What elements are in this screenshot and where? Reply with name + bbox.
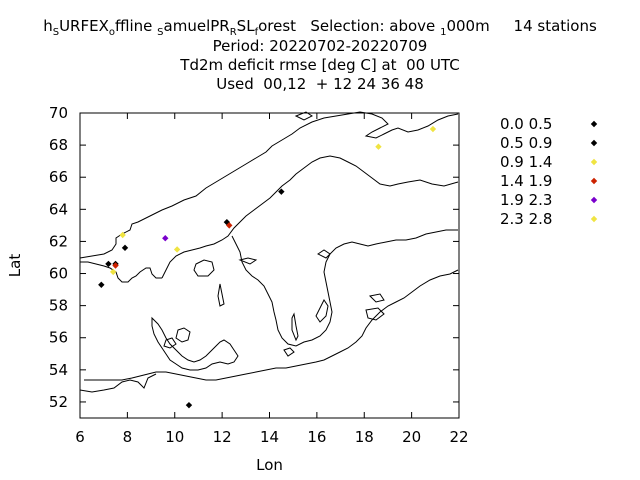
legend-marker <box>590 139 598 147</box>
legend-label: 1.9 2.3 <box>500 191 552 209</box>
legend-marker <box>590 196 598 204</box>
plot-frame <box>79 112 460 419</box>
legend-marker <box>590 120 598 128</box>
legend-label: 2.3 2.8 <box>500 210 552 228</box>
x-tick-label: 22 <box>449 428 468 446</box>
data-point <box>162 235 169 242</box>
legend-label: 0.5 0.9 <box>500 134 552 152</box>
data-point <box>119 231 126 239</box>
title-sub-4: R <box>229 27 237 38</box>
island-aland <box>317 249 331 259</box>
coastline-map <box>79 111 459 393</box>
x-tick-label: 20 <box>402 428 421 446</box>
title-sub-5: f <box>254 27 259 38</box>
coastline-baltic-east <box>84 269 459 381</box>
title-sub-1: S <box>52 27 60 38</box>
island-hiiumaa <box>368 293 385 303</box>
legend-marker <box>590 158 598 166</box>
y-tick-label: 58 <box>49 297 68 315</box>
y-tick-label: 54 <box>49 361 68 379</box>
title-part-b: URFEX <box>59 17 109 35</box>
data-point <box>105 260 112 268</box>
coastline-baltic-west <box>231 229 458 347</box>
y-axis-label: Lat <box>6 254 24 278</box>
island-funen <box>163 337 177 349</box>
island-saaremaa <box>365 307 385 321</box>
data-point <box>278 188 285 195</box>
data-point <box>185 401 193 409</box>
title-part-e: SL <box>236 17 255 35</box>
data-point <box>375 143 382 150</box>
legend-label: 1.4 1.9 <box>500 172 552 190</box>
data-point <box>109 268 117 276</box>
y-tick-label: 56 <box>49 329 68 347</box>
data-points <box>98 125 437 409</box>
coastline-germany <box>79 373 157 393</box>
x-axis-label: Lon <box>256 456 283 474</box>
island-zealand <box>175 327 191 343</box>
title-part-f: orest Selection: above <box>258 17 441 35</box>
data-point <box>121 244 129 252</box>
data-point <box>98 281 105 288</box>
island-lake-vattern <box>217 283 225 307</box>
x-tick-label: 8 <box>123 428 133 446</box>
title-line-3: Td2m deficit rmse [deg C] at 00 UTC <box>180 56 460 74</box>
axis-ticks <box>79 112 460 418</box>
data-point <box>112 262 119 269</box>
island-gotland <box>315 299 329 323</box>
x-tick-label: 14 <box>260 428 279 446</box>
y-tick-label: 62 <box>49 232 68 250</box>
coastline-scandinavia <box>79 111 459 259</box>
x-tick-label: 18 <box>355 428 374 446</box>
title-part-a: h <box>43 17 53 35</box>
island-lake-malaren <box>238 257 258 265</box>
legend-marker <box>590 177 598 185</box>
coastline-denmark <box>151 316 239 371</box>
island-oland <box>291 312 299 342</box>
title-sub-6: 1 <box>440 27 447 38</box>
island-lake-vanern <box>193 259 215 277</box>
x-tick-label: 10 <box>165 428 184 446</box>
title-part-g: 000m 14 stations <box>446 17 597 35</box>
title-line-4: Used 00,12 + 12 24 36 48 <box>216 75 424 93</box>
y-tick-label: 68 <box>49 136 68 154</box>
x-tick-label: 12 <box>213 428 232 446</box>
y-tick-label: 52 <box>49 393 68 411</box>
legend-label: 0.0 0.5 <box>500 115 552 133</box>
legend: 0.0 0.50.5 0.90.9 1.41.4 1.91.9 2.32.3 2… <box>500 115 598 228</box>
coastline-norway-south <box>80 261 162 283</box>
island-bornholm <box>283 347 295 357</box>
title-part-c: ffline <box>114 17 158 35</box>
y-tick-label: 70 <box>49 104 68 122</box>
coastline-sweden-east <box>161 155 459 279</box>
title-sub-3: S <box>157 27 164 38</box>
legend-marker <box>590 215 598 223</box>
title-sub-2: o <box>108 27 115 38</box>
data-point <box>173 246 181 253</box>
x-tick-label: 16 <box>307 428 326 446</box>
x-tick-label: 6 <box>75 428 85 446</box>
y-tick-label: 66 <box>49 168 68 186</box>
y-tick-label: 60 <box>49 265 68 283</box>
title-part-d: amuelPR <box>163 17 230 35</box>
title-line-1: hSURFEXoffline SamuelPRRSLforest Selecti… <box>0 17 640 38</box>
data-point <box>226 222 233 229</box>
legend-label: 0.9 1.4 <box>500 153 552 171</box>
y-tick-label: 64 <box>49 200 68 218</box>
data-point <box>429 125 437 133</box>
title-line-2: Period: 20220702-20220709 <box>212 37 428 55</box>
